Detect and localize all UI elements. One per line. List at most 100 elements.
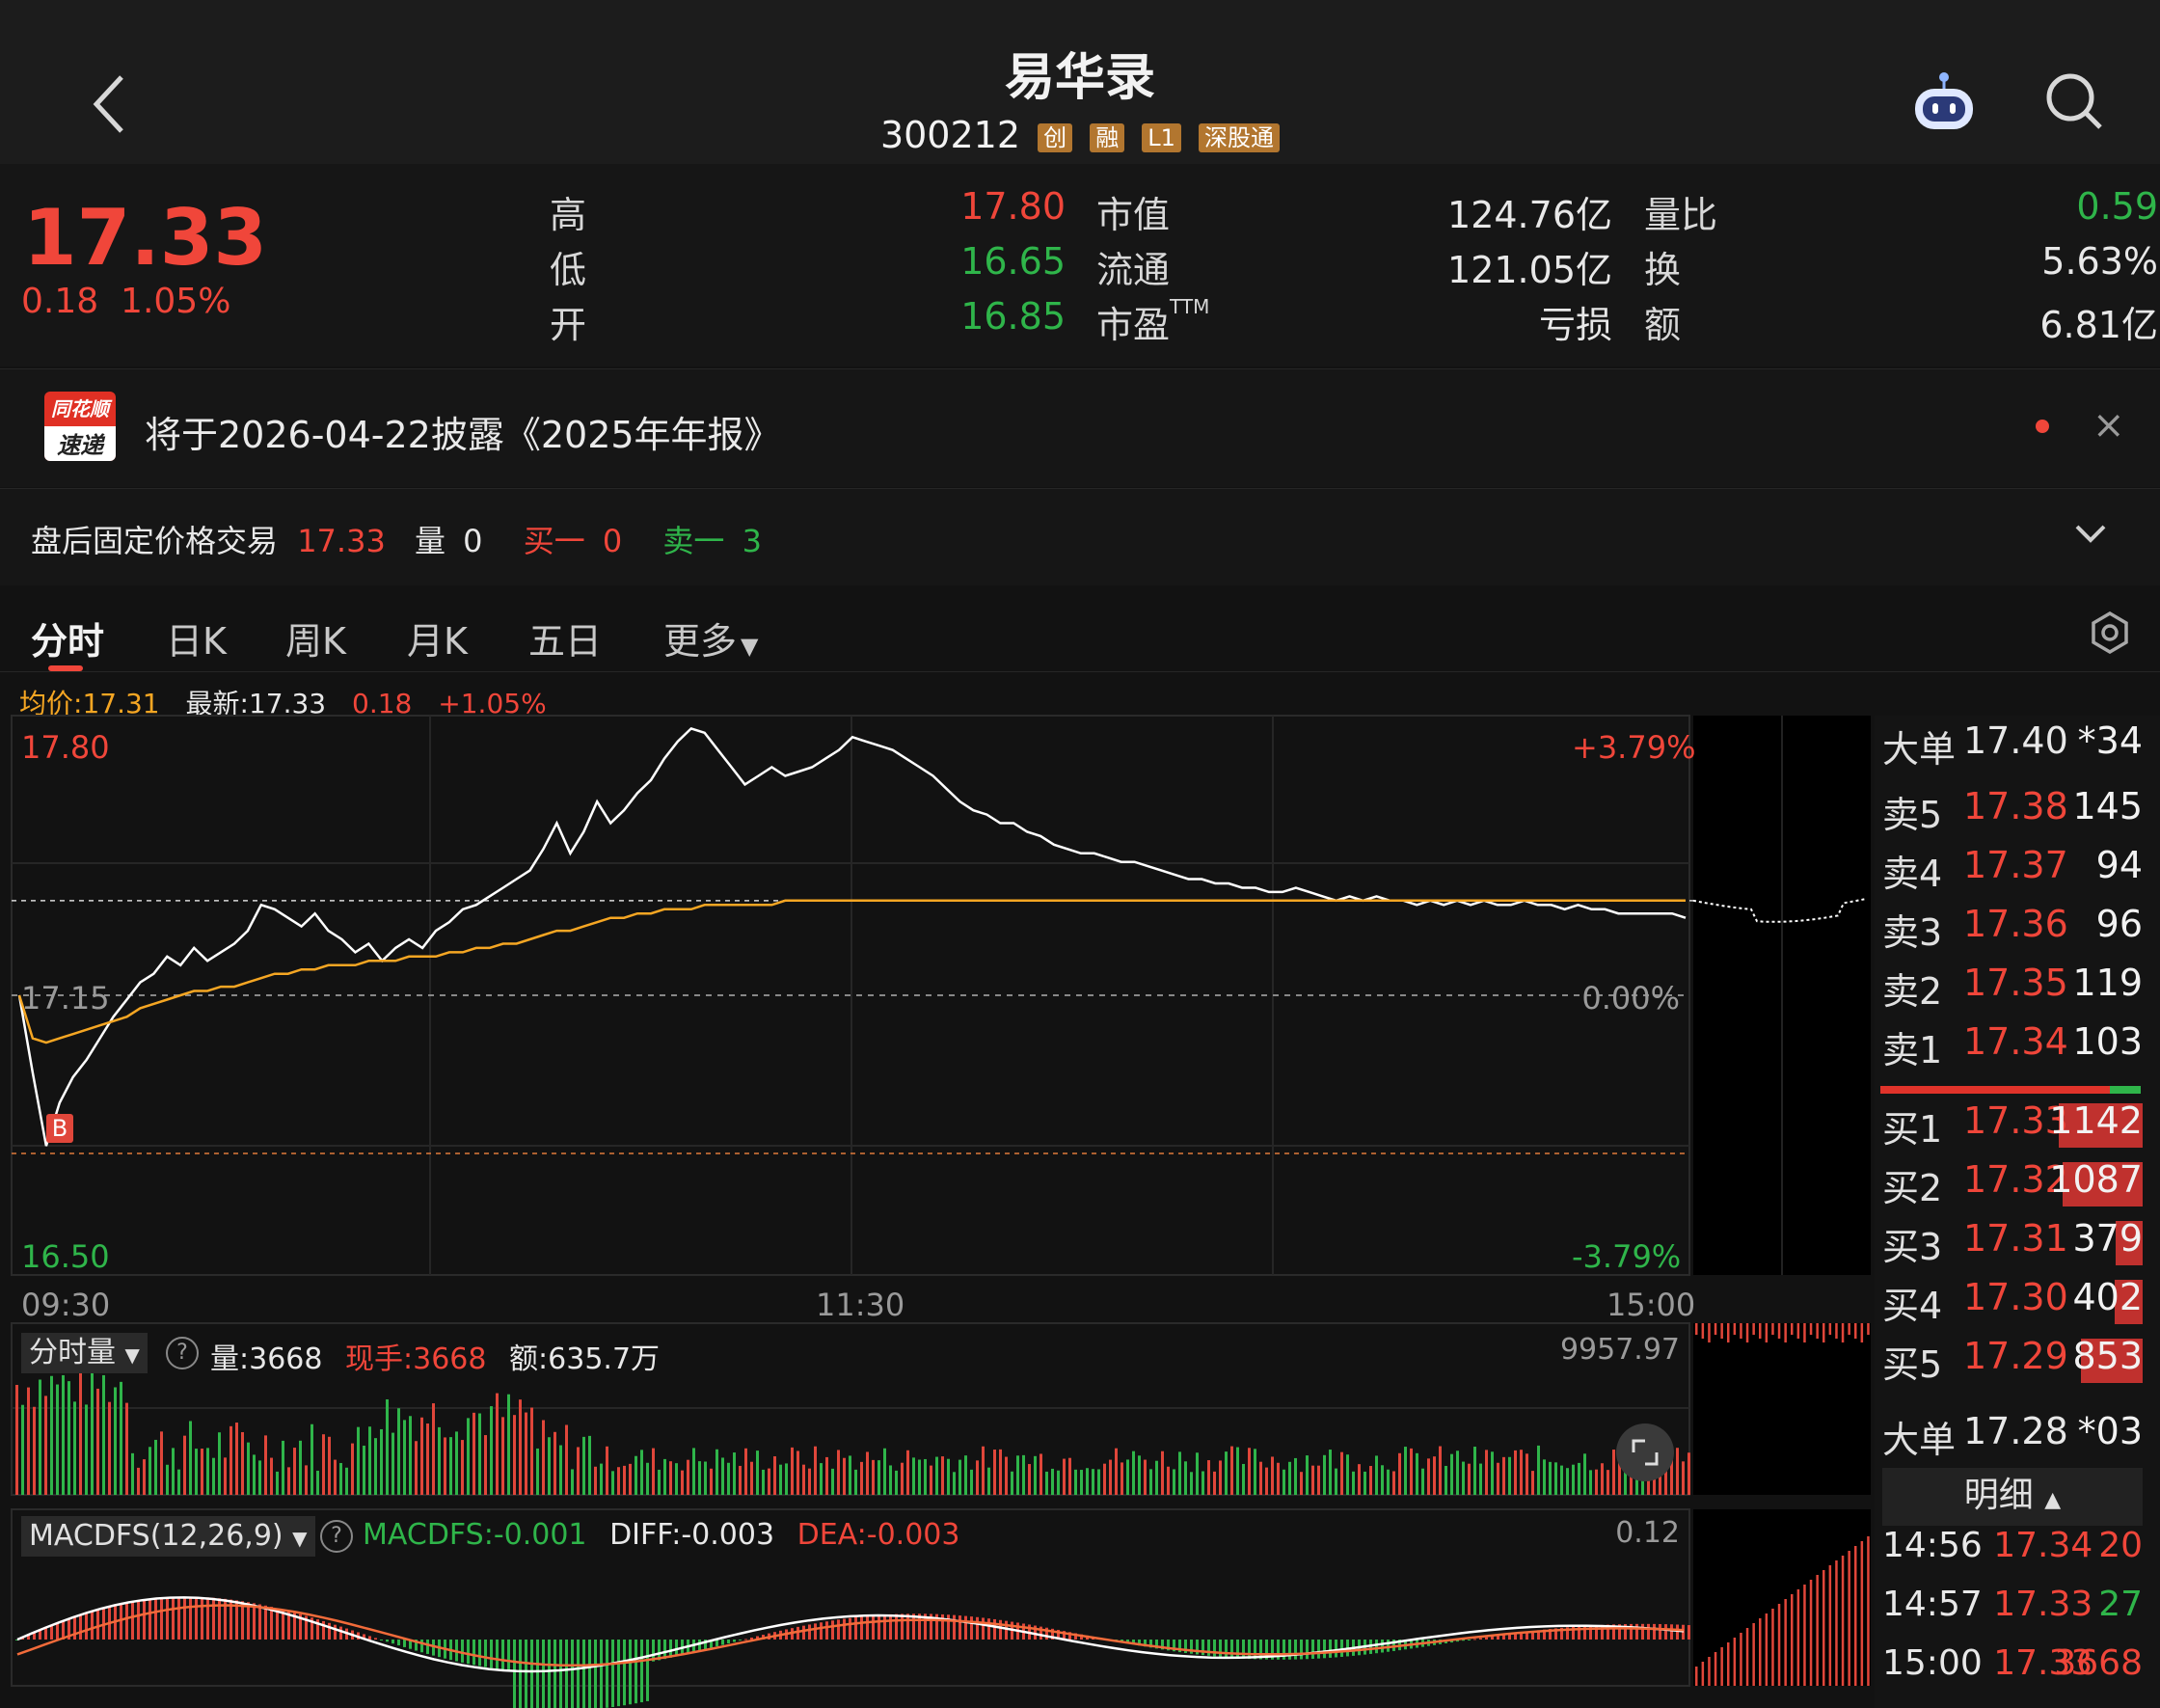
news-bar[interactable]	[0, 368, 2160, 487]
tab-five-day[interactable]: 五日	[528, 620, 603, 663]
buy-marker[interactable]: B	[46, 1114, 73, 1143]
volume-bar	[345, 1467, 348, 1495]
dea-line	[16, 1604, 1685, 1667]
ask-3-row[interactable]: 卖3 17.36 96	[1882, 903, 2143, 954]
ask-5-row[interactable]: 卖5 17.38 145	[1882, 785, 2143, 836]
pct-mid-label: 0.00%	[1581, 980, 1680, 1017]
after-hours-bar[interactable]	[0, 488, 2160, 585]
macd-bar	[334, 1624, 337, 1640]
volume-bar	[1097, 1469, 1100, 1495]
volume-bar	[50, 1375, 53, 1495]
after-hours-volume-bar	[1835, 1323, 1838, 1339]
macd-bar	[432, 1640, 435, 1656]
chart-settings-icon[interactable]	[2089, 611, 2131, 654]
price-frame	[11, 715, 1690, 1276]
macd-bar	[1404, 1640, 1407, 1650]
macd-bar	[634, 1640, 637, 1704]
help-icon[interactable]: ?	[166, 1337, 199, 1369]
trade-detail-toggle[interactable]: 明细 ▲	[1882, 1468, 2143, 1526]
volume-max-label: 9957.97	[1559, 1333, 1680, 1367]
macd-indicator-select[interactable]: MACDFS(12,26,9) ▼	[21, 1516, 315, 1557]
tick-row: 14:56 17.34 20	[1882, 1526, 2143, 1565]
turnover-value: 5.63%	[2041, 240, 2158, 283]
macd-bar	[357, 1632, 360, 1640]
macd-bar	[1138, 1640, 1141, 1646]
after-hours-macd-bar	[1835, 1560, 1838, 1686]
macd-bar	[658, 1640, 661, 1661]
bid-1-row[interactable]: 买1 17.33 1142	[1882, 1099, 2143, 1153]
macd-bar	[687, 1640, 689, 1654]
macd-bar	[1595, 1625, 1598, 1640]
macd-bar	[577, 1640, 580, 1708]
macd-bar	[1306, 1640, 1309, 1660]
volume-bar	[831, 1468, 834, 1495]
ask-4-row[interactable]: 卖4 17.37 94	[1882, 844, 2143, 895]
macd-bar	[1439, 1640, 1442, 1644]
volume-bar	[1288, 1461, 1291, 1495]
search-icon[interactable]	[2044, 71, 2104, 131]
volume-bar	[1340, 1451, 1343, 1495]
series-avg-line	[17, 899, 1686, 1044]
bid-5-row[interactable]: 买5 17.29 853	[1882, 1335, 2143, 1389]
volume-bar	[906, 1450, 909, 1495]
back-chevron-icon[interactable]	[83, 69, 141, 137]
big-sell-row[interactable]: 大单 17.40 *34	[1882, 719, 2143, 771]
bid-2-row[interactable]: 买2 17.32 1087	[1882, 1158, 2143, 1212]
macd-bar	[1398, 1640, 1401, 1651]
bid-volume: 379	[2072, 1217, 2143, 1260]
volume-bar	[976, 1460, 979, 1495]
ask-1-row[interactable]: 卖1 17.34 103	[1882, 1020, 2143, 1071]
big-buy-row[interactable]: 大单 17.28 *03	[1882, 1410, 2143, 1461]
volume-bar	[1063, 1458, 1066, 1495]
after-hours-buy1: 0	[602, 523, 623, 559]
volume-bar	[1554, 1462, 1557, 1495]
ask-2-row[interactable]: 卖2 17.35 119	[1882, 962, 2143, 1013]
volume-bar	[1306, 1455, 1309, 1495]
macd-bar	[166, 1597, 169, 1640]
bid-3-row[interactable]: 买3 17.31 379	[1882, 1217, 2143, 1271]
macd-bar	[1040, 1626, 1042, 1640]
tab-weekly-k[interactable]: 周K	[285, 620, 346, 663]
macd-bar	[345, 1628, 348, 1640]
after-hours-macd-bar	[1733, 1638, 1737, 1686]
market-cap-label: 市值	[1096, 194, 1171, 236]
volume-bar	[108, 1401, 111, 1495]
macd-bar	[490, 1640, 493, 1668]
macd-bar	[1213, 1640, 1216, 1657]
macd-bar	[878, 1614, 880, 1640]
robot-assistant-icon[interactable]	[1909, 69, 1979, 137]
chevron-down-icon[interactable]	[2071, 519, 2110, 548]
close-news-button[interactable]: ×	[2092, 403, 2125, 447]
volume-bar	[1115, 1448, 1118, 1495]
volume-indicator-select[interactable]: 分时量 ▼	[21, 1333, 148, 1373]
tab-monthly-k[interactable]: 月K	[407, 620, 468, 663]
volume-bar	[154, 1439, 157, 1495]
amount-value: 6.81亿	[2039, 304, 2158, 346]
volume-bar	[1086, 1468, 1089, 1495]
tab-daily-k[interactable]: 日K	[166, 620, 227, 663]
volume-bar	[1421, 1468, 1424, 1495]
volume-bar	[426, 1423, 429, 1495]
after-hours-label: 盘后固定价格交易	[31, 523, 279, 559]
after-hours-macd-bar	[1765, 1613, 1768, 1686]
volume-bar	[374, 1438, 377, 1495]
news-headline[interactable]: 将于2026-04-22披露《2025年年报》	[145, 414, 781, 456]
macd-bar	[565, 1640, 568, 1708]
volume-bar	[744, 1448, 747, 1495]
fullscreen-toggle-icon[interactable]	[1616, 1423, 1674, 1481]
volume-bar	[878, 1460, 880, 1495]
help-icon[interactable]: ?	[320, 1520, 353, 1553]
after-hours-sell1-label: 卖一	[662, 523, 725, 559]
macd-bar	[444, 1640, 446, 1659]
macd-bar	[802, 1625, 805, 1640]
after-hours-panel	[1692, 716, 1871, 1275]
tab-intraday[interactable]: 分时	[31, 620, 105, 663]
after-hours-sell1: 3	[742, 523, 762, 559]
macd-bar	[710, 1640, 713, 1648]
macd-bar	[1080, 1634, 1083, 1640]
macd-bar	[750, 1637, 753, 1640]
macd-bar	[1097, 1638, 1100, 1640]
tab-more[interactable]: 更多 ▼	[663, 620, 759, 663]
bid-4-row[interactable]: 买4 17.30 402	[1882, 1276, 2143, 1330]
macd-bar	[507, 1640, 510, 1670]
